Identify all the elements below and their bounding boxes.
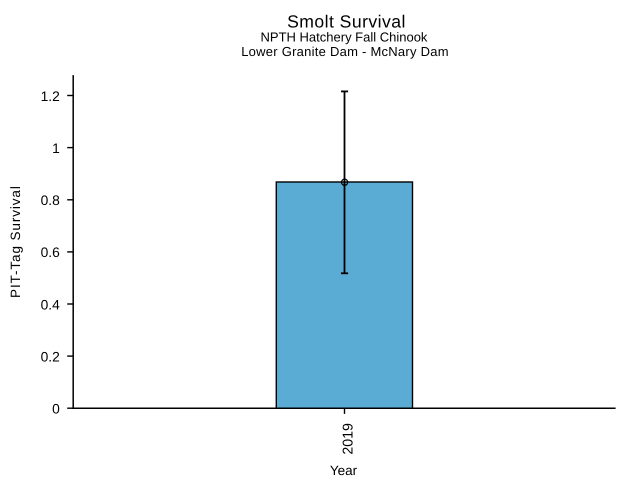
svg-text:0: 0 — [52, 402, 60, 417]
svg-text:NPTH Hatchery Fall Chinook: NPTH Hatchery Fall Chinook — [261, 30, 428, 45]
svg-text:Smolt Survival: Smolt Survival — [287, 11, 406, 31]
svg-text:1: 1 — [52, 141, 60, 156]
svg-text:PIT-Tag Survival: PIT-Tag Survival — [8, 185, 23, 298]
svg-text:2019: 2019 — [340, 423, 356, 455]
svg-text:0.4: 0.4 — [41, 297, 61, 312]
svg-text:1.2: 1.2 — [41, 89, 60, 104]
svg-text:0.6: 0.6 — [41, 245, 61, 260]
svg-text:Year: Year — [330, 463, 358, 478]
svg-text:Lower Granite Dam - McNary Dam: Lower Granite Dam - McNary Dam — [241, 44, 449, 59]
svg-text:0.2: 0.2 — [41, 349, 60, 364]
svg-text:0.8: 0.8 — [41, 193, 61, 208]
